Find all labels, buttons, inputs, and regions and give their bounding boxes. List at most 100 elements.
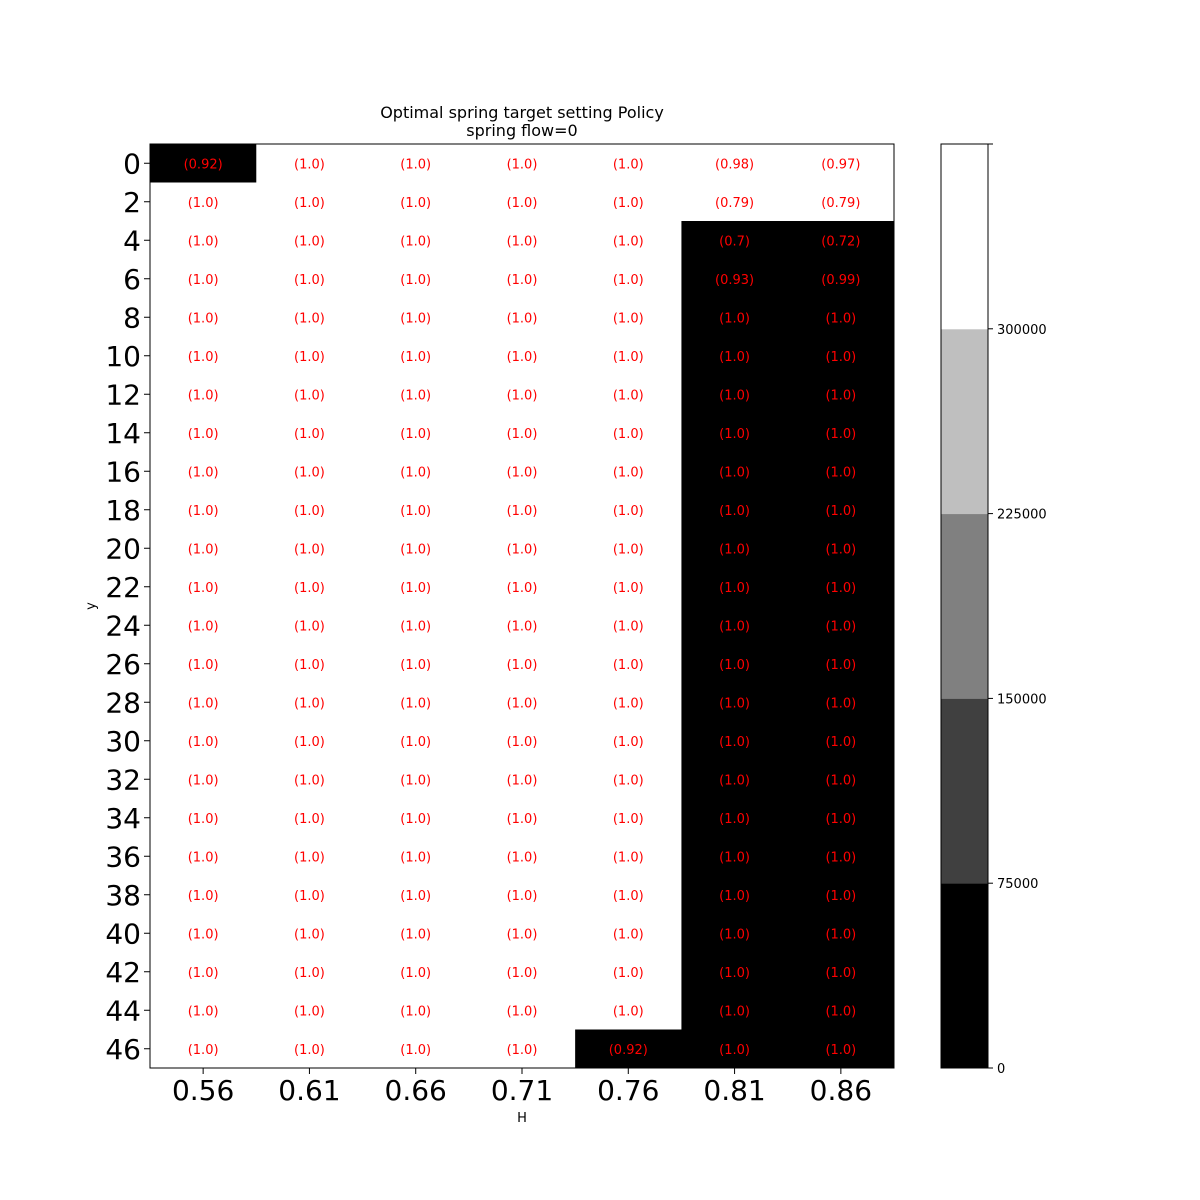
heatmap-cell <box>362 259 470 299</box>
heatmap-cell <box>575 490 682 530</box>
cell-annotation: (1.0) <box>294 196 325 211</box>
cell-annotation: (1.0) <box>188 1043 219 1058</box>
cell-annotation: (1.0) <box>719 311 750 326</box>
cell-annotation: (1.0) <box>719 542 750 557</box>
heatmap-cell <box>362 221 470 260</box>
heatmap-cell <box>575 837 682 876</box>
y-tick-label: 4 <box>123 224 141 257</box>
heatmap-cell <box>681 760 789 799</box>
heatmap-cell <box>575 798 682 838</box>
cell-annotation: (1.0) <box>719 465 750 480</box>
cell-annotation: (1.0) <box>719 696 750 711</box>
cell-annotation: (1.0) <box>188 1004 219 1019</box>
x-tick-label: 0.76 <box>597 1074 659 1107</box>
heatmap-cell <box>681 259 789 299</box>
cell-annotation: (1.0) <box>719 504 750 519</box>
heatmap-cell <box>681 914 789 953</box>
colorbar-tick-label: 150000 <box>997 692 1047 707</box>
heatmap-cell <box>681 413 789 453</box>
heatmap-cell <box>150 837 257 876</box>
heatmap-cell <box>362 683 470 722</box>
cell-annotation: (1.0) <box>188 234 219 249</box>
cell-annotation: (1.0) <box>294 504 325 519</box>
cell-annotation: (1.0) <box>613 812 644 827</box>
cell-annotation: (1.0) <box>294 311 325 326</box>
y-axis-ticks: 0246810121416182022242628303234363840424… <box>105 147 150 1066</box>
y-tick-label: 30 <box>105 725 141 758</box>
cell-annotation: (1.0) <box>188 966 219 981</box>
cell-annotation: (1.0) <box>507 658 538 673</box>
heatmap-cell <box>575 914 682 953</box>
y-tick-label: 28 <box>105 686 141 719</box>
cell-annotation: (1.0) <box>507 427 538 442</box>
heatmap-cell <box>787 259 895 299</box>
cell-annotation: (1.0) <box>400 427 431 442</box>
cell-annotation: (1.0) <box>507 850 538 865</box>
cell-annotation: (1.0) <box>613 350 644 365</box>
heatmap-cell <box>150 259 257 299</box>
heatmap-cell <box>575 375 682 414</box>
cell-annotation: (1.0) <box>613 658 644 673</box>
cell-annotation: (1.0) <box>613 504 644 519</box>
cell-annotation: (1.0) <box>719 350 750 365</box>
heatmap-cell <box>681 567 789 607</box>
cell-annotation: (1.0) <box>188 311 219 326</box>
colorbar-bin <box>941 698 988 884</box>
cell-annotation: (1.0) <box>400 1004 431 1019</box>
cell-annotation: (1.0) <box>294 966 325 981</box>
heatmap-cell <box>468 683 576 722</box>
cell-annotation: (1.0) <box>719 966 750 981</box>
cell-annotation: (1.0) <box>825 504 856 519</box>
cell-annotation: (1.0) <box>507 1004 538 1019</box>
cell-annotation: (1.0) <box>294 812 325 827</box>
chart-title: Optimal spring target setting Policy <box>380 103 664 122</box>
cell-annotation: (1.0) <box>294 273 325 288</box>
cell-annotation: (0.92) <box>184 157 223 172</box>
heatmap-cell <box>681 798 789 838</box>
cell-annotation: (1.0) <box>719 773 750 788</box>
y-tick-label: 42 <box>105 956 141 989</box>
heatmap-cell <box>787 683 895 722</box>
heatmap-cell <box>256 221 364 260</box>
cell-annotation: (1.0) <box>294 1043 325 1058</box>
cell-annotation: (1.0) <box>507 927 538 942</box>
cell-annotation: (1.0) <box>825 773 856 788</box>
colorbar-bin <box>941 144 988 330</box>
y-axis-label: y <box>84 602 99 610</box>
heatmap-cell <box>362 760 470 799</box>
heatmap-cell <box>150 798 257 838</box>
heatmap-cell <box>362 144 470 183</box>
cell-annotation: (1.0) <box>719 388 750 403</box>
heatmap-cell <box>681 452 789 491</box>
colorbar-frame <box>940 143 989 1069</box>
heatmap-cell <box>256 567 364 607</box>
cell-annotation: (1.0) <box>400 850 431 865</box>
heatmap-cell <box>468 490 576 530</box>
cell-annotation: (1.0) <box>294 465 325 480</box>
heatmap-cell <box>150 760 257 799</box>
cell-annotation: (1.0) <box>825 1043 856 1058</box>
cell-annotation: (1.0) <box>400 234 431 249</box>
heatmap-cell <box>362 875 470 915</box>
heatmap-cell <box>150 490 257 530</box>
cell-annotation: (1.0) <box>400 273 431 288</box>
heatmap-cell <box>256 798 364 838</box>
heatmap-cell <box>681 606 789 645</box>
cell-annotation: (1.0) <box>613 311 644 326</box>
cell-annotation: (1.0) <box>507 812 538 827</box>
heatmap-cell <box>787 182 895 222</box>
cell-annotation: (1.0) <box>400 311 431 326</box>
cell-annotation: (1.0) <box>188 273 219 288</box>
heatmap-cell <box>681 375 789 414</box>
heatmap-cell <box>362 375 470 414</box>
heatmap-cells <box>150 144 895 1069</box>
cell-annotations: (0.92) (1.0) (1.0) (1.0) (1.0) (0.98) (0.97) (1… <box>184 157 861 1058</box>
heatmap-cell <box>787 529 895 568</box>
cell-annotation: (0.72) <box>821 234 860 249</box>
cell-annotation: (1.0) <box>613 157 644 172</box>
y-tick-label: 24 <box>105 609 141 642</box>
y-tick-label: 10 <box>105 340 141 373</box>
cell-annotation: (1.0) <box>400 889 431 904</box>
cell-annotation: (1.0) <box>507 350 538 365</box>
heatmap-cell <box>362 336 470 376</box>
